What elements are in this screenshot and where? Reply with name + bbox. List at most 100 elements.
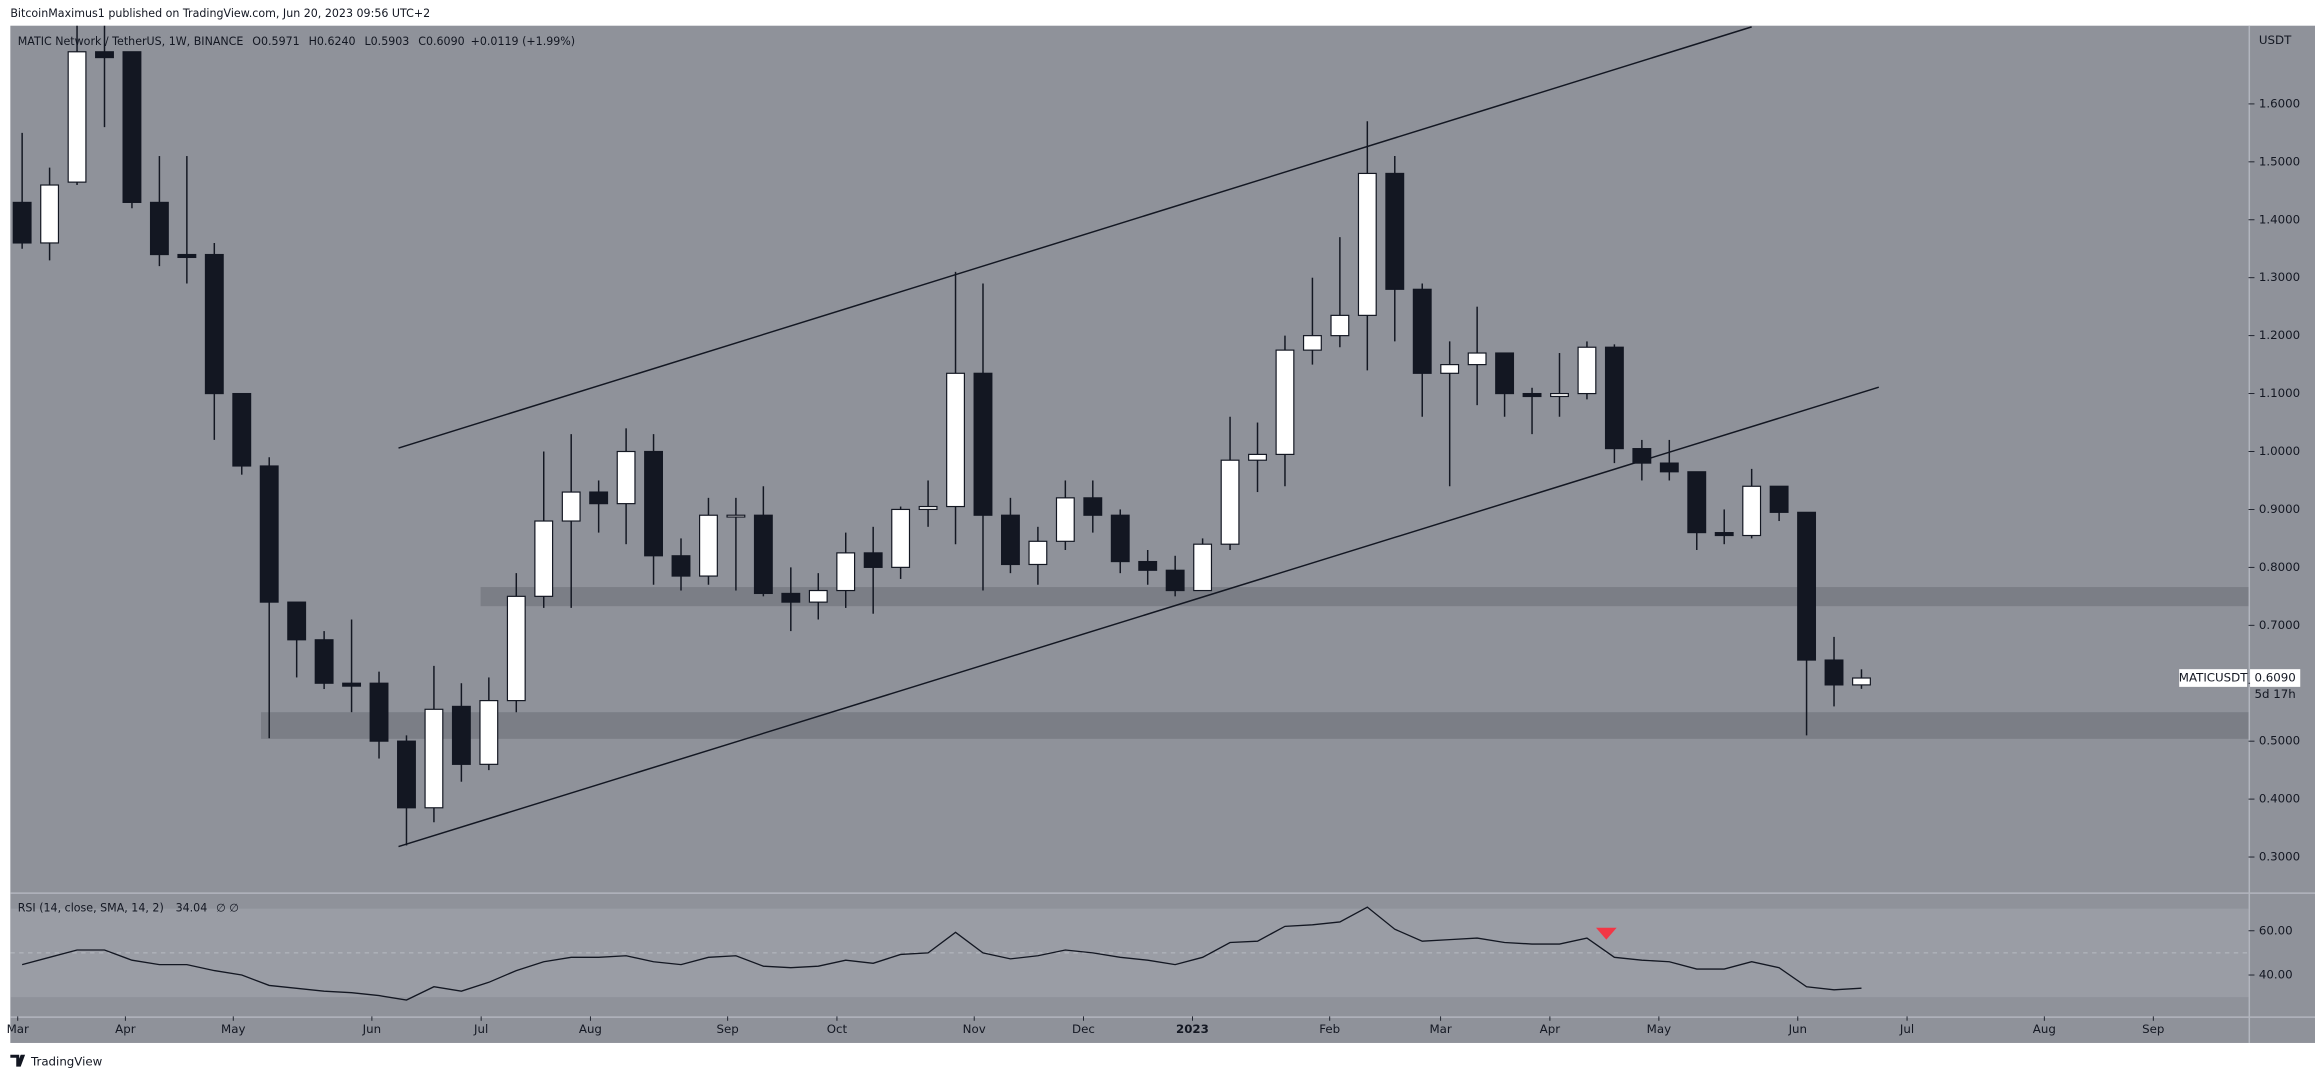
candle-body <box>1714 532 1734 537</box>
x-tick-label: Apr <box>115 1022 136 1036</box>
x-tick-label: Sep <box>2142 1022 2164 1036</box>
x-tick-label: Jul <box>473 1022 488 1036</box>
x-tick-label: Mar <box>1429 1022 1451 1036</box>
candle-body <box>67 51 87 183</box>
y-tick-label: 1.6000 <box>2259 96 2300 110</box>
support-zone <box>480 587 2249 607</box>
legend-change: +0.0119 (+1.99%) <box>471 35 576 48</box>
candle-body <box>973 372 993 516</box>
candle-body <box>891 508 911 568</box>
y-tick-label: 0.5000 <box>2259 734 2300 748</box>
candle-body <box>1769 485 1789 513</box>
candle-body <box>1495 352 1515 395</box>
candle-body <box>1604 346 1624 450</box>
trendline <box>398 26 1752 449</box>
candle-body <box>177 253 197 259</box>
y-tick-label: 1.0000 <box>2259 444 2300 458</box>
candle-body <box>1330 314 1350 337</box>
rsi-plot <box>10 906 2249 1001</box>
x-tick-label: Oct <box>827 1022 848 1036</box>
candle-body <box>204 253 224 395</box>
candle-body <box>753 514 773 595</box>
symbol-tag-bg <box>2179 669 2248 687</box>
y-tick-label: 1.3000 <box>2259 270 2300 284</box>
x-tick-label: May <box>221 1022 245 1036</box>
signal-marker <box>1595 927 1617 940</box>
candle-body <box>1742 485 1762 537</box>
y-tick-label: 0.9000 <box>2259 502 2300 516</box>
x-tick-label: Mar <box>7 1022 29 1036</box>
candle-body <box>342 682 362 687</box>
candle-body <box>1165 569 1185 592</box>
candle-body <box>1659 462 1679 473</box>
candle-body <box>781 592 801 603</box>
candle-body <box>1138 560 1158 571</box>
candle-body <box>644 450 664 557</box>
candle-body <box>1248 453 1267 461</box>
legend-key: C <box>418 35 426 48</box>
candle-body <box>616 450 636 505</box>
legend-key: O <box>252 35 261 48</box>
candle-body <box>1385 172 1405 290</box>
rsi-name: RSI (14, close, SMA, 14, 2) <box>18 902 164 915</box>
x-tick-label: Dec <box>1072 1022 1095 1036</box>
x-tick-label: Apr <box>1540 1022 1561 1036</box>
candle-body <box>918 505 938 511</box>
y-tick-label: 0.3000 <box>2259 850 2300 864</box>
legend-value: 0.5903 <box>371 35 410 48</box>
publisher: BitcoinMaximus1 published on TradingView… <box>10 7 430 20</box>
rsi-value: 34.04 <box>176 902 208 915</box>
y-tick-label: 1.4000 <box>2259 212 2300 226</box>
x-tick-label: Aug <box>579 1022 602 1036</box>
candle-body <box>1028 540 1048 566</box>
candle-body <box>561 491 581 522</box>
candle-body <box>1550 392 1569 398</box>
candle-body <box>12 201 32 244</box>
candle-body <box>1110 514 1130 563</box>
legend-value: 0.6090 <box>426 35 465 48</box>
support-zone <box>260 712 2249 739</box>
candle-body <box>1220 459 1240 545</box>
x-tick-label: Feb <box>1319 1022 1340 1036</box>
y-tick-label: 0.7000 <box>2259 618 2300 632</box>
candle-body <box>726 514 746 518</box>
candle-body <box>95 51 114 59</box>
trendline <box>398 386 1879 848</box>
candle-body <box>506 595 526 702</box>
chart-background <box>10 25 2315 1043</box>
candle-body <box>863 552 883 568</box>
price-tag: 0.6090 <box>2254 671 2295 685</box>
x-tick-label: Jul <box>1899 1022 1914 1036</box>
candle-body <box>1440 364 1460 374</box>
candle-body <box>149 201 169 256</box>
candle-body <box>1577 346 1597 395</box>
x-tick-label: Sep <box>717 1022 739 1036</box>
candle-body <box>397 740 416 809</box>
candle-body <box>534 520 554 597</box>
candle-body <box>1055 497 1075 542</box>
legend-key: H <box>309 35 317 48</box>
candle-body <box>259 465 279 603</box>
x-tick-label: Jun <box>1788 1022 1807 1036</box>
y-tick-label: 0.8000 <box>2259 560 2300 574</box>
symbol: MATIC Network / TetherUS, 1W, BINANCE <box>18 35 244 48</box>
countdown: 5d 17h <box>2254 687 2295 701</box>
candle-body <box>946 372 965 508</box>
candle-body <box>589 491 609 505</box>
rsi-line <box>21 906 1862 1001</box>
candle-body <box>1357 172 1377 316</box>
candle-body <box>40 184 60 244</box>
x-tick-label: Nov <box>963 1022 986 1036</box>
symbol-tag: MATICUSDT <box>2179 671 2248 685</box>
candle-body <box>314 639 334 684</box>
rsi-y-tick-label: 40.00 <box>2259 968 2293 982</box>
candle-body <box>836 552 856 592</box>
y-tick-label: 1.1000 <box>2259 386 2300 400</box>
legend-value: 0.5971 <box>261 35 300 48</box>
rsi-y-tick-label: 60.00 <box>2259 923 2293 937</box>
rsi-extra: ∅ ∅ <box>216 902 239 915</box>
candle-body <box>122 51 142 203</box>
candle-body <box>1852 677 1871 686</box>
candle-body <box>1467 352 1487 366</box>
candle-body <box>808 589 828 603</box>
